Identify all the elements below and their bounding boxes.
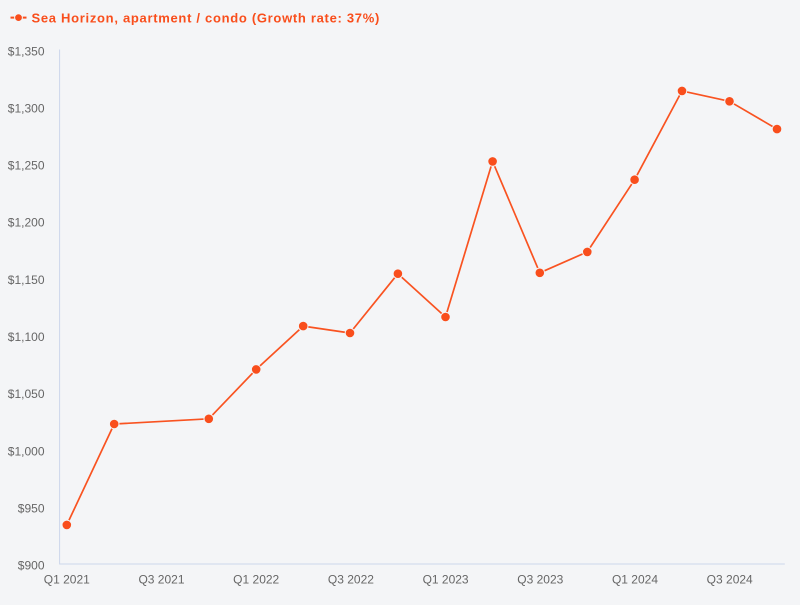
svg-text:Q1 2021: Q1 2021 — [44, 573, 90, 587]
svg-text:Q1 2022: Q1 2022 — [233, 573, 279, 587]
svg-text:$1,150: $1,150 — [8, 273, 45, 287]
svg-text:$900: $900 — [18, 559, 45, 573]
svg-text:$1,350: $1,350 — [8, 44, 45, 58]
svg-text:Sea Horizon, apartment / condo: Sea Horizon, apartment / condo (Growth r… — [32, 10, 381, 25]
svg-text:Q3 2024: Q3 2024 — [707, 573, 753, 587]
svg-text:Q1 2023: Q1 2023 — [423, 573, 469, 587]
svg-text:$1,200: $1,200 — [8, 216, 45, 230]
svg-text:$1,000: $1,000 — [8, 444, 45, 458]
svg-text:$1,300: $1,300 — [8, 101, 45, 115]
svg-text:$1,100: $1,100 — [8, 330, 45, 344]
svg-text:$950: $950 — [18, 502, 45, 516]
svg-text:Q1 2024: Q1 2024 — [612, 573, 658, 587]
svg-text:Q3 2022: Q3 2022 — [328, 573, 374, 587]
svg-text:$1,050: $1,050 — [8, 387, 45, 401]
svg-text:Q3 2021: Q3 2021 — [138, 573, 184, 587]
svg-text:$1,250: $1,250 — [8, 159, 45, 173]
svg-text:Q3 2023: Q3 2023 — [517, 573, 563, 587]
